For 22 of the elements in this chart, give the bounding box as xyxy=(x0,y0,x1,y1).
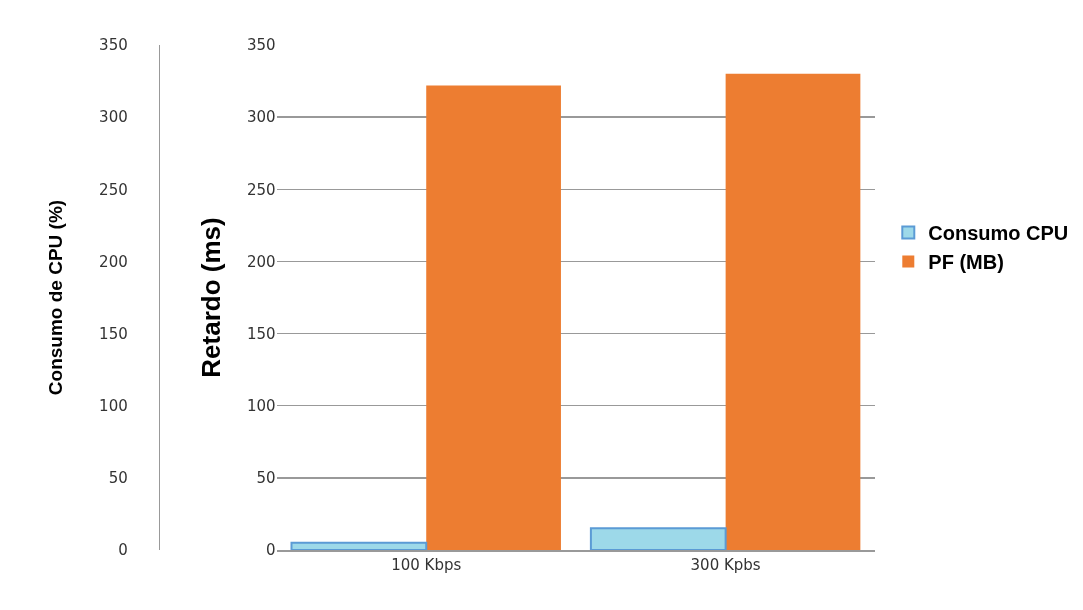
y-tick-label: 50 xyxy=(256,469,276,488)
x-tick-label: 100 Kbps xyxy=(391,556,462,574)
y-tick-label: 300 xyxy=(246,108,276,127)
y2-axis-title: Consumo de CPU (%) xyxy=(44,199,66,396)
y2-tick-label: 300 xyxy=(99,108,128,127)
legend-label: PF (MB) xyxy=(928,251,1004,274)
y-tick-label: 150 xyxy=(246,324,276,343)
y2-tick-label: 200 xyxy=(99,252,128,271)
y-axis-title: Retardo (ms) xyxy=(196,217,227,378)
y-tick-label: 100 xyxy=(246,396,276,415)
y-tick-label: 350 xyxy=(246,36,276,55)
y2-tick-label: 350 xyxy=(99,36,128,55)
x-tick-label: 300 Kpbs xyxy=(690,556,761,574)
y2-tick-label: 50 xyxy=(108,469,128,488)
y-tick-label: 0 xyxy=(265,541,276,560)
y2-tick-label: 250 xyxy=(99,180,128,199)
y-tick-label: 200 xyxy=(246,252,276,271)
legend-label: Consumo CPU xyxy=(928,222,1069,245)
y-tick-label: 250 xyxy=(246,180,276,199)
y2-tick-label: 100 xyxy=(99,396,128,415)
y2-tick-label: 0 xyxy=(118,541,128,560)
y2-tick-label: 150 xyxy=(99,324,128,343)
